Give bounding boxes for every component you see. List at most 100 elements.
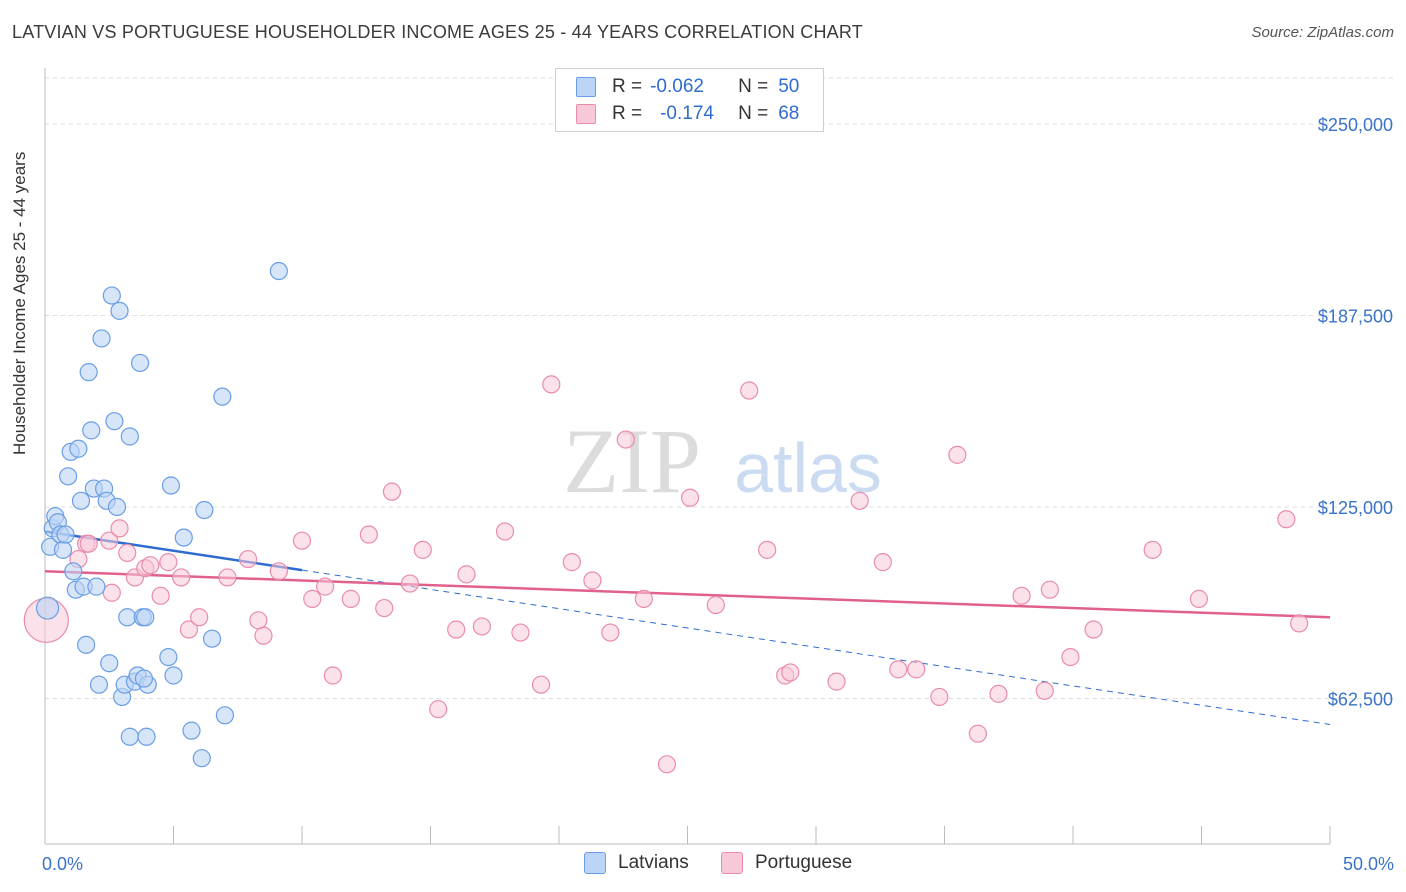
latvian-point [269,261,288,281]
latvian-point [92,329,111,348]
x-tick-label: 0.0% [42,854,83,874]
latvian-point [82,421,101,440]
portuguese-point [968,724,988,743]
watermark: ZIP atlas [563,410,882,512]
latvian-point [118,608,137,627]
legend-row-latvians: R = -0.062 N = 50 [576,75,799,99]
portuguese-point [341,589,360,608]
portuguese-point [100,531,119,550]
portuguese-point [447,620,466,639]
portuguese-point [1189,589,1209,608]
portuguese-point [740,381,759,400]
series-legend-latvians: Latvians [584,852,689,874]
latvian-point [71,491,91,510]
axes [44,68,1331,845]
watermark-zip: ZIP [563,410,701,512]
portuguese-point [1061,647,1080,667]
portuguese-point [873,553,892,572]
portuguese-point [634,589,653,608]
portuguese-point [930,687,949,707]
series-legend: Latvians Portuguese [0,852,1406,878]
legend-r-label: R = [612,103,643,124]
latvian-point [53,540,73,559]
portuguese-point [1084,620,1103,639]
y-tick-label: $250,000 [1318,115,1393,135]
latvian-point [64,562,83,581]
portuguese-point [316,577,335,596]
portuguese-point [359,525,378,544]
latvians-trend-dashed [301,569,1331,725]
portuguese-point [400,574,420,593]
latvian-point [56,525,75,544]
latvian-point [174,528,193,547]
data-points [23,261,1309,774]
portuguese-point [827,672,846,691]
trend-lines [44,530,1331,725]
series-swatch-portuguese [721,852,743,874]
portuguese-point [1290,614,1309,633]
portuguese-point [151,586,170,605]
latvian-point [215,706,234,725]
portuguese-point [382,482,402,501]
legend-r-value: -0.062 [650,76,704,97]
legend-row-portuguese: R = -0.174 N = 68 [576,102,799,126]
portuguese-point [118,543,137,563]
legend-n-label: N = [738,103,769,124]
latvian-point [87,577,106,596]
y-tick-label: $125,000 [1318,498,1393,518]
portuguese-point [1035,681,1054,700]
latvian-point [100,654,119,673]
legend-r-value: -0.174 [660,103,714,124]
tick-labels: $62,500 $125,000 $187,500 $250,000 0.0% 50.0% [42,115,1394,874]
portuguese-point [850,491,869,510]
latvian-point [89,675,109,694]
series-legend-portuguese: Portuguese [721,852,852,874]
portuguese-point [269,562,288,581]
portuguese-point [323,666,342,685]
portuguese-point [249,611,268,630]
portuguese-trend [44,570,1331,619]
portuguese-point [758,540,777,559]
latvian-point [182,721,201,740]
latvian-point [137,727,156,746]
series-swatch-latvians [584,852,606,874]
portuguese-point [1012,586,1031,605]
portuguese-point [172,568,191,587]
portuguese-point [889,660,908,679]
latvian-point [192,749,211,768]
portuguese-point [110,519,129,538]
portuguese-point [531,675,551,694]
portuguese-point [190,608,209,627]
latvian-point [136,608,155,627]
portuguese-point [989,684,1008,703]
y-tick-label: $62,500 [1328,689,1393,709]
portuguese-point [254,626,273,645]
latvian-point [105,412,124,431]
x-tick-label: 50.0% [1343,854,1394,874]
portuguese-point [1143,540,1162,559]
latvian-point [107,497,127,517]
legend-swatch-latvians [576,77,596,97]
y-tick-label: $187,500 [1318,306,1393,326]
portuguese-point [79,534,98,553]
latvian-point [195,500,214,520]
latvian-point [59,467,78,486]
portuguese-point [375,598,394,618]
latvian-point [120,427,139,446]
latvian-point [213,387,232,406]
portuguese-point [292,531,312,550]
latvian-point [79,363,98,382]
latvian-point [164,666,183,685]
legend-swatch-portuguese [576,104,596,124]
portuguese-point [1277,510,1296,529]
portuguese-point [680,488,700,507]
portuguese-point [781,663,800,682]
portuguese-point [542,375,561,394]
series-label-portuguese: Portuguese [755,852,853,873]
y-axis-label: Householder Income Ages 25 - 44 years [10,151,29,455]
portuguese-point [706,595,725,615]
correlation-legend: R = -0.062 N = 50 R = -0.174 N = 68 [555,68,824,132]
latvian-point [159,647,178,667]
series-label-latvians: Latvians [618,852,689,873]
